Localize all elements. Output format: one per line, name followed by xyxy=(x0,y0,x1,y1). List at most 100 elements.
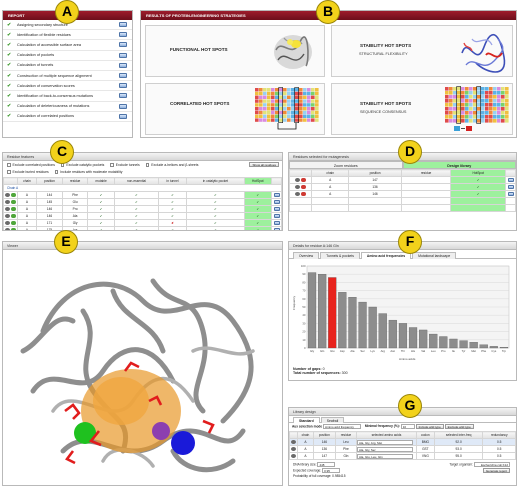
generate-report-button[interactable]: Generate report xyxy=(483,468,510,473)
details-button[interactable] xyxy=(274,214,280,218)
bar-ala[interactable] xyxy=(349,297,357,348)
row-action-cell[interactable] xyxy=(272,227,282,232)
checkbox-icon[interactable] xyxy=(110,163,114,167)
row-visibility-cell[interactable] xyxy=(290,191,312,198)
bar-ile[interactable] xyxy=(450,339,458,348)
details-tab[interactable]: Overview xyxy=(293,252,319,259)
bar-pro[interactable] xyxy=(439,337,447,348)
view-result-button[interactable] xyxy=(119,53,127,58)
amino-acids-input[interactable]: Ala, Gly, Ser xyxy=(357,447,413,452)
table-row[interactable]: A 171 Gly ✔ ✔ ✘ ✔ ✔ xyxy=(4,220,282,227)
table-row[interactable]: A 146 Leu Ala, Gly, Arg, Met BMG 92.0 0.5 xyxy=(290,439,516,446)
flexibility-hotspots-card[interactable]: STABILITY HOT SPOTS STRUCTURAL FLEXIBILI… xyxy=(331,25,513,77)
remove-residue-icon[interactable] xyxy=(301,192,306,197)
amino-acids-input[interactable]: Ala, Gly, Arg, Met xyxy=(357,440,413,445)
details-tab[interactable]: Mutational landscape xyxy=(412,252,456,259)
add-residue-icon[interactable] xyxy=(11,228,16,231)
column-header[interactable]: mutable xyxy=(88,178,115,185)
view-result-button[interactable] xyxy=(119,22,127,27)
view-result-button[interactable] xyxy=(119,93,127,98)
column-header[interactable]: selected inter-freq xyxy=(434,432,483,439)
table-row[interactable]: A 145 Glu ✔ ✔ ✔ ✔ ✔ xyxy=(4,199,282,206)
table-row[interactable]: A 144 Phe ✔ ✔ ✔ ✔ ✔ xyxy=(4,192,282,199)
zoom-residues-tab[interactable]: Zoom residues xyxy=(289,161,403,169)
include-wt-button[interactable]: Include wild type xyxy=(416,424,444,429)
bar-thr[interactable] xyxy=(399,323,407,348)
table-row[interactable]: A 175 Lys ✔ ✔ ✔ ✔ ✔ xyxy=(4,227,282,232)
eye-icon[interactable] xyxy=(291,440,296,444)
bar-val[interactable] xyxy=(419,330,427,348)
row-action-cell[interactable] xyxy=(272,199,282,206)
column-header[interactable]: non-essential xyxy=(115,178,159,185)
row-action-cell[interactable] xyxy=(506,177,516,184)
row-visibility-cell[interactable] xyxy=(290,177,312,184)
eye-icon[interactable] xyxy=(5,214,10,218)
details-button[interactable] xyxy=(508,178,514,182)
row-visibility-cell[interactable] xyxy=(4,213,18,220)
library-tab[interactable]: Standard xyxy=(293,417,320,423)
row-action-cell[interactable] xyxy=(272,206,282,213)
filter-option[interactable]: Exclude buried residues xyxy=(7,169,49,175)
bar-gln[interactable] xyxy=(318,274,326,348)
protein-3d-view[interactable] xyxy=(3,251,282,484)
table-row[interactable]: A 147 Gln Ala, Glu, Leu, Gln VNG 95.0 0.5 xyxy=(290,453,516,460)
details-button[interactable] xyxy=(508,185,514,189)
column-header[interactable]: residue xyxy=(63,178,88,185)
row-visibility-cell[interactable] xyxy=(290,184,312,191)
filter-option[interactable]: Include residues with moderate mutabilit… xyxy=(55,169,123,175)
details-button[interactable] xyxy=(274,221,280,225)
view-result-button[interactable] xyxy=(119,42,127,47)
bar-tyr[interactable] xyxy=(460,341,468,348)
correlated-hotspots-card[interactable]: CORRELATED HOT SPOTS xyxy=(145,83,325,135)
column-header[interactable]: chain xyxy=(298,432,314,439)
details-button[interactable] xyxy=(274,207,280,211)
column-header[interactable]: position xyxy=(313,432,335,439)
row-visibility-cell[interactable] xyxy=(4,227,18,232)
add-residue-icon[interactable] xyxy=(11,221,16,226)
table-row[interactable]: A 136 Phe Ala, Gly, Ser GST 93.0 0.5 xyxy=(290,446,516,453)
filter-option[interactable]: Exclude correlated positions xyxy=(7,162,55,168)
row-action-cell[interactable] xyxy=(272,213,282,220)
column-header[interactable]: chain xyxy=(312,170,349,177)
column-header[interactable]: HotSpot xyxy=(451,170,506,177)
coverage-input[interactable]: 0.95 xyxy=(322,468,340,473)
column-header[interactable]: residue xyxy=(335,432,356,439)
filter-option[interactable]: Exclude tunnels xyxy=(110,162,139,168)
details-button[interactable] xyxy=(274,200,280,204)
column-header[interactable]: redundancy xyxy=(483,432,516,439)
bar-lys[interactable] xyxy=(369,307,377,348)
row-action-cell[interactable] xyxy=(272,192,282,199)
group-row[interactable]: Chain A xyxy=(4,185,282,192)
checkbox-icon[interactable] xyxy=(146,163,150,167)
details-button[interactable] xyxy=(274,193,280,197)
eye-icon[interactable] xyxy=(5,228,10,231)
column-header[interactable]: position xyxy=(349,170,401,177)
filter-option[interactable]: Exclude a-helices and β-sheets xyxy=(146,162,199,168)
eye-icon[interactable] xyxy=(295,178,300,182)
add-residue-icon[interactable] xyxy=(11,207,16,212)
table-row[interactable]: A 146 Ala ✔ ✔ ✔ ✔ ✔ xyxy=(4,213,282,220)
view-result-button[interactable] xyxy=(119,32,127,37)
checkbox-icon[interactable] xyxy=(7,163,11,167)
details-button[interactable] xyxy=(508,192,514,196)
exclude-wt-button[interactable]: Exclude wild type xyxy=(445,424,474,429)
view-result-button[interactable] xyxy=(119,73,127,78)
column-header[interactable]: codon xyxy=(416,432,434,439)
bar-met[interactable] xyxy=(470,342,478,348)
table-row[interactable]: A 146 Pro ✔ ✔ ✔ ✔ ✔ xyxy=(4,206,282,213)
amino-acids-input[interactable]: Ala, Glu, Leu, Gln xyxy=(357,454,413,459)
amino-acids-cell[interactable]: Ala, Gly, Arg, Met xyxy=(356,439,416,446)
details-button[interactable] xyxy=(274,228,280,232)
eye-icon[interactable] xyxy=(295,185,300,189)
table-row[interactable]: A 136 ✔ xyxy=(290,184,516,191)
bar-phe[interactable] xyxy=(480,345,488,348)
eye-icon[interactable] xyxy=(5,193,10,197)
aa-mode-select[interactable]: Amino acid frequency xyxy=(323,424,361,429)
column-header[interactable]: residue xyxy=(401,170,451,177)
bar-his[interactable] xyxy=(409,328,417,349)
row-visibility-cell[interactable] xyxy=(4,199,18,206)
add-residue-icon[interactable] xyxy=(11,200,16,205)
details-tab[interactable]: Tunnels & pockets xyxy=(320,252,360,259)
show-all-residues-button[interactable]: Show all residues xyxy=(249,162,279,167)
row-visibility-cell[interactable] xyxy=(4,192,18,199)
